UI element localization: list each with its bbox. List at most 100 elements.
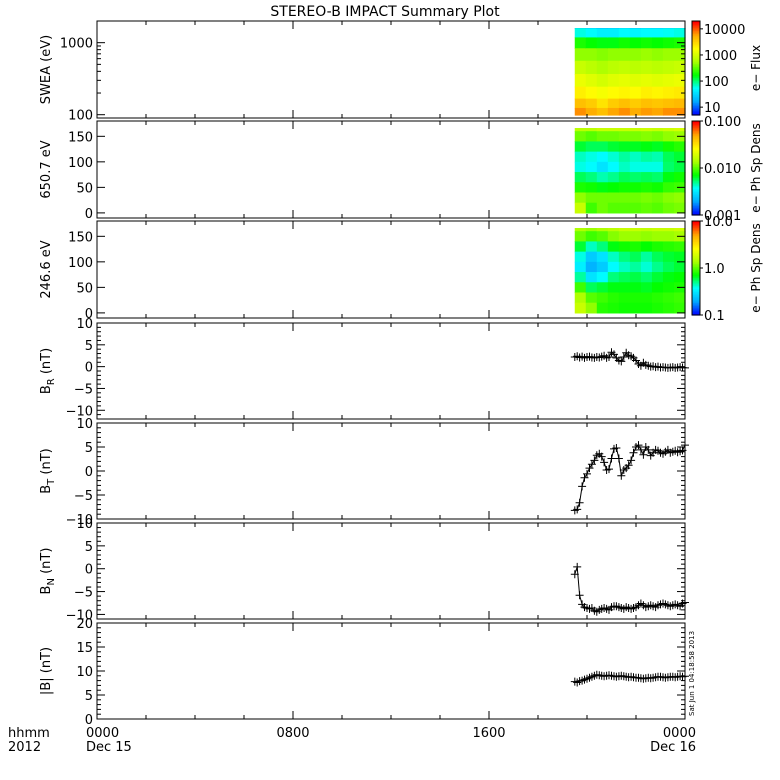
heatmap-cell bbox=[574, 182, 587, 194]
heatmap-cell bbox=[596, 128, 609, 132]
heatmap-cell bbox=[673, 28, 686, 39]
heatmap-cell bbox=[662, 192, 675, 204]
heatmap-cell bbox=[629, 60, 642, 75]
y-tick-label: 100 bbox=[68, 109, 93, 124]
colorbar-swatch bbox=[692, 163, 700, 166]
br-panel: −10 −5 0 5 10 BR (nT) bbox=[39, 317, 689, 420]
heatmap-cell bbox=[629, 192, 642, 204]
y-tick-label: 100 bbox=[68, 256, 93, 271]
colorbar-swatch bbox=[692, 93, 700, 96]
colorbar-swatch bbox=[692, 238, 700, 241]
heatmap-cell bbox=[662, 131, 675, 143]
heatmap-cell bbox=[618, 251, 631, 263]
heatmap-cell bbox=[651, 231, 664, 243]
data-point-marker bbox=[578, 482, 587, 491]
heatmap-cell bbox=[618, 161, 631, 173]
colorbar-swatch bbox=[692, 231, 700, 235]
heatmap-cell bbox=[640, 107, 653, 116]
colorbar-swatch bbox=[692, 280, 700, 283]
heatmap-cell bbox=[618, 151, 631, 163]
y-tick-label: 10 bbox=[76, 665, 93, 680]
heatmap-cell bbox=[673, 192, 686, 204]
heatmap-cell bbox=[673, 302, 686, 314]
y-tick-label: 20 bbox=[76, 617, 93, 632]
heatmap-cell bbox=[574, 128, 587, 132]
colorbar-swatch bbox=[692, 130, 700, 133]
heatmap-cell bbox=[640, 292, 653, 304]
pad-650-panel: 0 50 100 150 650.7 eV bbox=[39, 120, 686, 222]
colorbar-swatch bbox=[692, 158, 700, 161]
heatmap-cell bbox=[618, 272, 631, 283]
colorbar-swatch bbox=[692, 125, 700, 128]
heatmap-cell bbox=[585, 60, 598, 75]
colorbar-swatch bbox=[692, 141, 700, 144]
colorbar-swatch bbox=[692, 68, 700, 71]
colorbar-swatch bbox=[692, 139, 700, 142]
swea-panel: 100 1000 SWEA (eV) bbox=[39, 20, 686, 124]
heatmap-cell bbox=[629, 74, 642, 88]
data-point-marker bbox=[617, 357, 626, 366]
heatmap-cell bbox=[629, 98, 642, 109]
colorbar-swatch bbox=[692, 91, 700, 94]
heatmap-cell bbox=[651, 272, 664, 283]
heatmap-cell bbox=[585, 37, 598, 49]
colorbar-swatch bbox=[692, 196, 700, 199]
heatmap-cell bbox=[673, 48, 686, 62]
heatmap-cell bbox=[596, 172, 609, 183]
data-point-marker bbox=[634, 441, 643, 450]
heatmap-cell bbox=[585, 292, 598, 304]
heatmap-cell bbox=[607, 282, 620, 294]
heatmap-cell bbox=[607, 192, 620, 204]
colorbar-swatch bbox=[692, 252, 700, 255]
heatmap-cell bbox=[662, 128, 675, 132]
heatmap-cell bbox=[662, 161, 675, 173]
colorbar-tick-label: 100 bbox=[704, 75, 729, 90]
colorbar-swatch bbox=[692, 75, 700, 78]
heatmap-cell bbox=[574, 192, 587, 204]
heatmap-cell bbox=[629, 202, 642, 214]
colorbar-swatch bbox=[692, 246, 700, 249]
colorbar-swatch bbox=[692, 194, 700, 197]
heatmap-cell bbox=[629, 228, 642, 232]
colorbar-swatch bbox=[692, 96, 700, 99]
colorbar-swatch bbox=[692, 39, 700, 42]
y-tick-label: 100 bbox=[68, 156, 93, 171]
heatmap-cell bbox=[574, 141, 587, 153]
y-axis-label: BN (nT) bbox=[39, 548, 57, 595]
colorbar-swatch bbox=[692, 35, 700, 38]
colorbar-swatch bbox=[692, 258, 700, 261]
heatmap-cell bbox=[673, 292, 686, 304]
heatmap-cell bbox=[662, 98, 675, 109]
heatmap-cell bbox=[607, 151, 620, 163]
data-point-marker bbox=[573, 562, 582, 571]
heatmap-cell bbox=[673, 202, 686, 214]
heatmap-cell bbox=[596, 151, 609, 163]
heatmap-cell bbox=[607, 172, 620, 183]
heatmap-cell bbox=[574, 74, 587, 88]
heatmap-cell bbox=[585, 251, 598, 263]
heatmap-cell bbox=[651, 182, 664, 194]
colorbar-swatch bbox=[692, 307, 700, 310]
heatmap-cell bbox=[574, 272, 587, 283]
heatmap-cell bbox=[607, 37, 620, 49]
colorbar-swatch bbox=[692, 310, 700, 313]
heatmap-cell bbox=[651, 131, 664, 143]
colorbar-swatch bbox=[692, 186, 700, 189]
colorbar-swatch bbox=[692, 261, 700, 264]
colorbar-swatch bbox=[692, 30, 700, 33]
heatmap-cell bbox=[640, 48, 653, 62]
data-point-marker bbox=[617, 471, 626, 480]
colorbar-swatch bbox=[692, 57, 700, 60]
colorbar-swatch bbox=[692, 63, 700, 66]
heatmap-cell bbox=[585, 86, 598, 100]
y-tick-label: 0 bbox=[85, 713, 93, 728]
colorbar-swatch bbox=[692, 271, 700, 274]
colorbar-swatch bbox=[692, 180, 700, 183]
colorbar-swatch bbox=[692, 236, 700, 239]
colorbar-swatch bbox=[692, 183, 700, 186]
colorbar-swatch bbox=[692, 104, 700, 107]
heatmap-cell bbox=[662, 74, 675, 88]
plot-timestamp: Sat Jun 1 04:18:58 2013 bbox=[688, 631, 696, 716]
heatmap-cell bbox=[640, 182, 653, 194]
